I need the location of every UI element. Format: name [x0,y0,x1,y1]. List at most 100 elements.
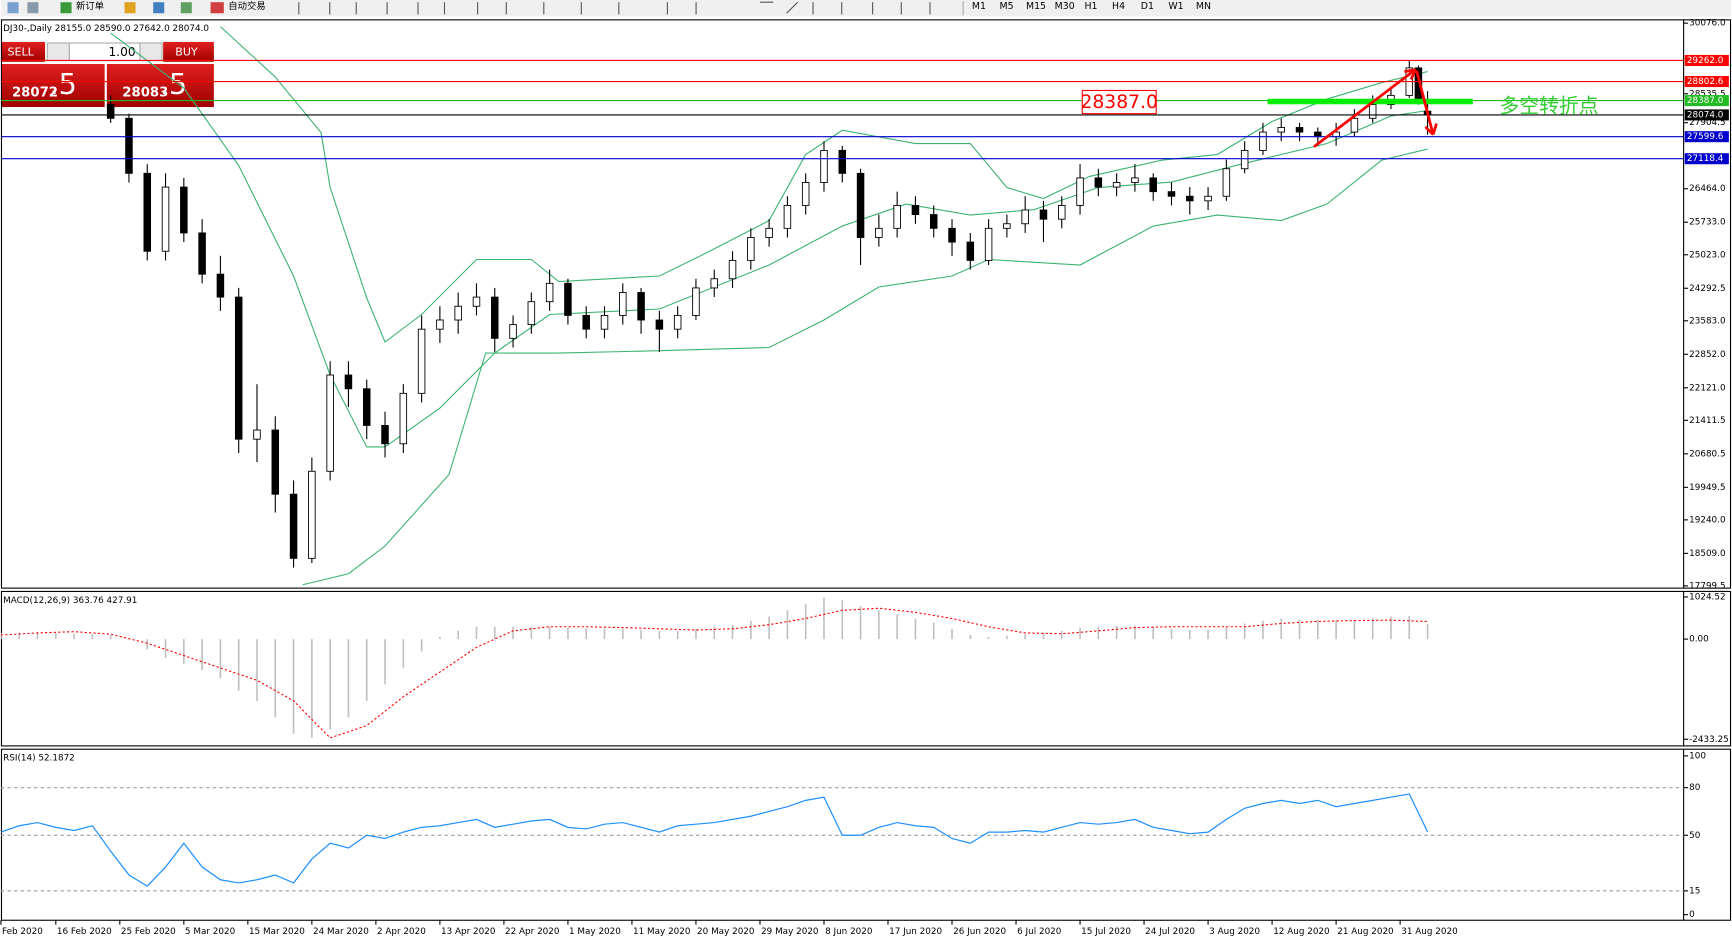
y-tick-label: 25023.0 [1689,250,1726,260]
y-tick-label: 0 [1689,910,1695,920]
candle-body [381,424,389,445]
ask-box[interactable] [106,63,214,108]
volume[interactable]: 1.00 [109,45,136,59]
timeframe-button[interactable]: D1 [1141,1,1154,12]
x-tick-label: 16 Feb 2020 [57,927,112,937]
toolbar-button[interactable]: 自动交易 [228,0,265,12]
panel-title: MACD(12,26,9) 363.76 427.91 [3,596,137,606]
y-tick-label: 19240.0 [1689,515,1726,525]
sell-label[interactable]: SELL [8,45,35,58]
icon[interactable] [27,2,39,14]
candle-body [893,204,901,229]
plot [0,793,1429,887]
annotations: 28387.0 多空转折点 [1080,68,1599,148]
rsi-line [0,793,1429,887]
candle-body [509,324,517,339]
y-tick-label: 24292.5 [1689,284,1725,294]
toolbar-bg [0,0,1732,17]
candle-body [875,227,883,238]
bid-price-fraction[interactable]: .5 [49,67,76,101]
y-tick-label: 28535.5 [1689,89,1725,99]
timeframe-button[interactable]: H1 [1084,1,1097,12]
candle-body [765,227,773,238]
plot [106,26,1432,586]
spinner[interactable] [46,42,70,62]
candle-body [436,319,444,330]
y-tick-label: 100 [1689,751,1706,761]
x-tick-label: 25 Feb 2020 [121,927,176,937]
candle-body [1131,177,1139,183]
candle-body [216,273,225,298]
candle-body [1204,195,1212,202]
x-tick-label: 2 Apr 2020 [377,927,426,937]
candle-body [1259,131,1267,151]
ask-price-fraction[interactable]: .5 [160,67,187,101]
candle-body [180,186,188,234]
x-tick-label: 15 Mar 2020 [249,927,305,937]
icon[interactable] [180,2,192,14]
sell-button[interactable] [0,41,46,62]
x-tick-label: 3 Aug 2020 [1209,927,1260,937]
timeframe-button[interactable]: M1 [972,1,986,12]
bid-box[interactable] [0,63,105,108]
panel-frame [0,590,1732,747]
candle-body [1167,191,1176,197]
candle-body [454,305,462,321]
x-tick-label: 1 May 2020 [569,927,621,937]
candle-body [710,278,718,289]
candle-body [637,292,645,321]
bollinger-band [302,148,1428,586]
candle-body [948,227,956,243]
candle-body [106,104,115,119]
candle-body [125,117,133,174]
candle-body [1314,131,1322,138]
candle-body [929,214,938,229]
candle-body [1295,127,1304,133]
x-tick-label: 17 Jun 2020 [889,927,942,937]
icon[interactable] [60,2,72,14]
x-tick-label: 11 May 2020 [633,927,691,937]
candle-body [399,392,408,445]
toolbar-button[interactable]: 新订单 [76,0,104,12]
timeframe-button[interactable]: M15 [1026,1,1046,12]
note: 多空转折点 [1499,95,1598,118]
level-tag [1684,95,1729,107]
icon[interactable] [7,2,19,14]
candle-body [1186,195,1194,202]
toolbar: 新订单 自动交易 [0,0,1732,17]
candle-body [1240,149,1249,170]
candle-body [966,241,975,261]
candle-body [545,282,554,303]
x-tick-label: 5 Mar 2020 [185,927,236,937]
candle-body [1350,117,1359,133]
buy-button[interactable] [163,41,214,62]
x-tick-label: 15 Jul 2020 [1081,927,1131,937]
timeframe-button[interactable]: M5 [1000,1,1014,12]
candle-body [1277,127,1285,133]
timeframe-button[interactable]: M30 [1055,1,1075,12]
candle-body [1021,209,1029,225]
y-tick-label: 19949.5 [1689,483,1725,493]
icon[interactable] [210,2,224,14]
ask-price[interactable]: 28083 [122,86,168,101]
level-text: 28387.0 [1080,92,1158,113]
panel-title: DJ30-,Daily 28155.0 28590.0 27642.0 2807… [3,24,209,34]
candle-body [253,429,261,440]
icon[interactable] [153,2,165,14]
panel-title: RSI(14) 52.1872 [3,754,75,764]
y-tick-label: 22121.0 [1689,383,1726,393]
y-tick-label: 1024.52 [1689,592,1725,602]
timeframe-button[interactable]: MN [1196,1,1211,12]
candle-body [911,204,920,216]
icon[interactable] [124,2,136,14]
candle-body [1076,177,1084,206]
x-tick-label: 24 Jul 2020 [1145,927,1195,937]
bid-price[interactable]: 28072 [12,86,58,101]
timeframe-button[interactable]: H4 [1112,1,1125,12]
timeframe-button[interactable]: W1 [1168,1,1183,12]
buy-label[interactable]: BUY [175,45,198,58]
